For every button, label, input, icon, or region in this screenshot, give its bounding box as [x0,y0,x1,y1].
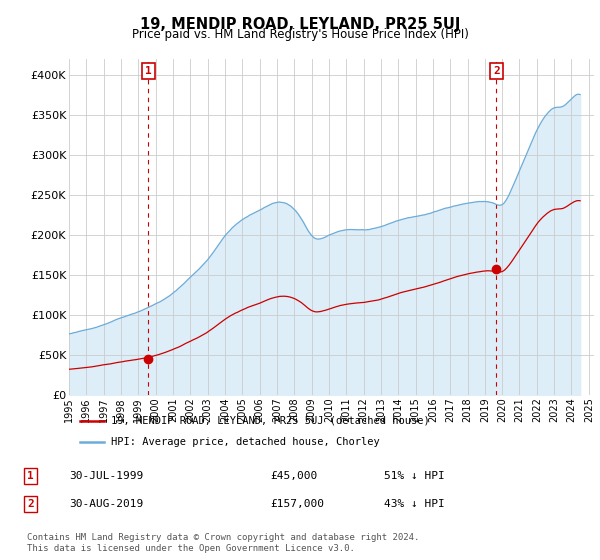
Text: 51% ↓ HPI: 51% ↓ HPI [384,471,445,481]
Text: 2: 2 [493,66,500,76]
Text: HPI: Average price, detached house, Chorley: HPI: Average price, detached house, Chor… [110,437,379,447]
Text: 19, MENDIP ROAD, LEYLAND, PR25 5UJ (detached house): 19, MENDIP ROAD, LEYLAND, PR25 5UJ (deta… [110,416,430,426]
Text: Price paid vs. HM Land Registry's House Price Index (HPI): Price paid vs. HM Land Registry's House … [131,28,469,41]
Text: 30-AUG-2019: 30-AUG-2019 [69,499,143,509]
Text: 19, MENDIP ROAD, LEYLAND, PR25 5UJ: 19, MENDIP ROAD, LEYLAND, PR25 5UJ [140,17,460,32]
Text: £45,000: £45,000 [270,471,317,481]
Text: Contains HM Land Registry data © Crown copyright and database right 2024.
This d: Contains HM Land Registry data © Crown c… [27,533,419,553]
Text: 2: 2 [27,499,34,509]
Text: £157,000: £157,000 [270,499,324,509]
Text: 1: 1 [27,471,34,481]
Text: 1: 1 [145,66,152,76]
Text: 43% ↓ HPI: 43% ↓ HPI [384,499,445,509]
Text: 30-JUL-1999: 30-JUL-1999 [69,471,143,481]
